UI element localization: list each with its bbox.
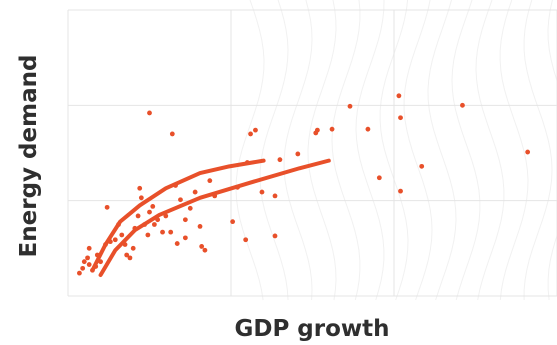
scatter-point xyxy=(259,189,265,195)
scatter-point xyxy=(122,242,128,247)
scatter-point xyxy=(235,184,240,190)
trend-curve xyxy=(90,158,266,273)
scatter-point xyxy=(173,183,178,188)
scatter-point xyxy=(127,255,133,261)
background-pattern xyxy=(235,0,557,301)
decor-wave xyxy=(235,0,265,301)
scatter-point xyxy=(178,197,183,203)
decor-wave xyxy=(379,0,409,301)
scatter-point xyxy=(243,237,249,243)
trend-curve xyxy=(98,158,331,278)
scatter-point xyxy=(347,103,353,109)
scatter-point xyxy=(314,127,320,133)
scatter-point xyxy=(112,237,118,243)
scatter-point xyxy=(163,213,169,219)
scatter-point xyxy=(212,193,218,199)
scatter-point xyxy=(77,270,82,276)
scatter-point xyxy=(419,163,425,169)
decor-wave xyxy=(259,0,289,301)
scatter-point xyxy=(98,259,103,265)
scatter-point xyxy=(192,189,198,195)
decor-wave xyxy=(355,0,385,301)
decor-wave xyxy=(427,0,457,301)
scatter-point xyxy=(145,232,151,238)
scatter-point xyxy=(94,252,100,258)
scatter-point xyxy=(365,126,371,132)
decor-wave xyxy=(283,0,313,301)
scatter-point xyxy=(244,160,250,165)
scatter-point xyxy=(230,219,236,225)
decor-wave xyxy=(475,0,505,301)
scatter-point xyxy=(460,102,465,108)
scatter-point xyxy=(147,209,152,215)
decor-wave xyxy=(499,0,529,301)
scatter-point xyxy=(103,242,108,247)
y-axis-label: Energy demand xyxy=(16,55,42,258)
scatter-point xyxy=(93,264,99,269)
scatter-point xyxy=(104,204,110,210)
scatter-point xyxy=(253,127,258,133)
scatter-point xyxy=(130,245,136,251)
scatter-point xyxy=(107,239,113,245)
scatter-point xyxy=(80,265,86,271)
scatter-point xyxy=(187,205,193,211)
scatter-point xyxy=(147,110,152,116)
scatter-point xyxy=(396,93,402,99)
scatter-point xyxy=(248,131,253,137)
decor-wave xyxy=(547,0,557,301)
scatter-point xyxy=(272,193,278,199)
decor-wave xyxy=(307,0,337,301)
scatter-point xyxy=(81,259,87,265)
decor-wave xyxy=(403,0,433,301)
scatter-point xyxy=(169,131,175,137)
scatter-point xyxy=(174,241,180,246)
scatter-point xyxy=(182,235,188,241)
scatter-point xyxy=(90,267,95,273)
scatter-point xyxy=(142,222,148,227)
scatter-point xyxy=(272,233,278,239)
decor-wave xyxy=(451,0,481,301)
decor-wave xyxy=(331,0,361,301)
x-axis-label: GDP growth xyxy=(234,316,389,342)
scatter-point xyxy=(116,222,121,227)
scatter-point xyxy=(138,195,144,201)
scatter-point xyxy=(376,175,382,181)
scatter-point xyxy=(150,203,156,209)
scatter-point xyxy=(398,188,403,194)
scatter-point xyxy=(199,244,205,249)
scatter-point xyxy=(86,245,92,251)
scatter-point xyxy=(124,252,130,258)
scatter-point xyxy=(86,262,92,267)
scatter-point xyxy=(137,185,143,191)
scatter-point xyxy=(329,126,335,132)
scatter-point xyxy=(119,232,125,238)
scatter-point xyxy=(525,149,531,155)
scatter-point xyxy=(398,115,403,121)
scatter-point xyxy=(202,247,208,253)
scatter-point xyxy=(277,157,283,163)
scatter-point xyxy=(197,224,203,229)
scatter-point xyxy=(132,225,138,231)
scatter-point xyxy=(295,151,301,157)
scatter-point xyxy=(182,217,188,223)
scatter-point xyxy=(168,229,174,235)
scatter-point xyxy=(151,222,157,227)
scatter-point xyxy=(160,229,165,235)
scatter-point xyxy=(155,217,161,223)
scatter-point xyxy=(85,255,90,261)
scatter-point xyxy=(135,213,141,219)
decor-wave xyxy=(523,0,553,300)
scatter-point xyxy=(207,178,213,184)
